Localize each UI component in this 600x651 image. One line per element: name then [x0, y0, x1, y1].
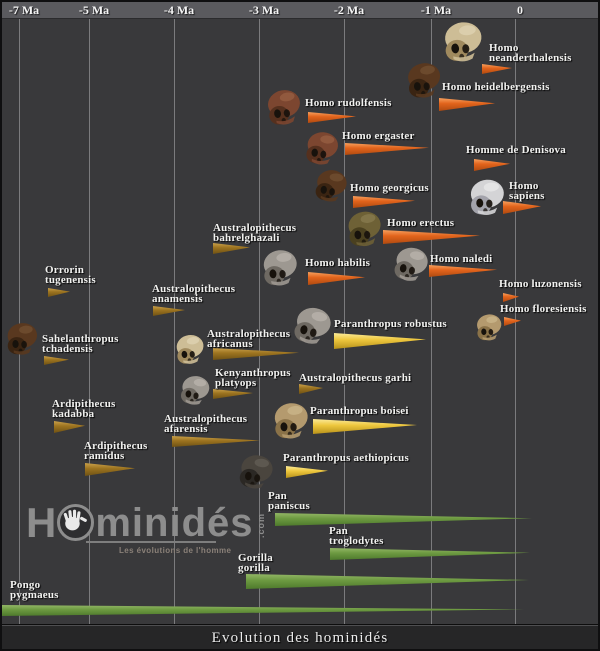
axis-header: -7 Ma -5 Ma -4 Ma -3 Ma -2 Ma -1 Ma 0: [2, 2, 598, 19]
logo-text-h: H: [26, 498, 57, 546]
species-label-paranthropus-boisei: Paranthropus boisei: [310, 405, 409, 417]
species-label-sahelanthropus-tchadensis: Sahelanthropus tchadensis: [42, 333, 119, 355]
range-triangle-pan-troglodytes: [330, 548, 530, 560]
skull-image-homo-floresiensis: [475, 313, 503, 342]
range-triangle-australopithecus-anamensis: [153, 306, 185, 316]
species-label-gorilla-gorilla: Gorilla gorilla: [238, 552, 274, 574]
axis-gridline: [431, 19, 432, 624]
range-triangle-homo-luzonensis: [503, 293, 519, 302]
species-label-pan-troglodytes: Pan troglodytes: [329, 525, 384, 547]
range-triangle-homo-ergaster: [345, 143, 429, 155]
range-triangle-ardipithecus-ramidus: [85, 463, 135, 476]
range-triangle-homme-de-denisova: [474, 159, 510, 171]
skull-image-homo-georgicus: [314, 164, 348, 208]
species-label-pan-paniscus: Pan paniscus: [268, 490, 310, 512]
species-label-australopithecus-garhi: Australopithecus garhi: [299, 372, 412, 384]
range-triangle-paranthropus-aethiopicus: [286, 466, 328, 478]
axis-gridline: [174, 19, 175, 624]
species-label-homo-habilis: Homo habilis: [305, 257, 371, 269]
skull-image-paranthropus-aethiopicus: [235, 454, 277, 490]
species-label-orrorin-tugenensis: Orrorin tugenensis: [45, 264, 96, 286]
axis-gridline: [19, 19, 20, 624]
range-triangle-homo-sapiens: [503, 201, 541, 214]
species-label-homo-heidelbergensis: Homo heidelbergensis: [442, 81, 550, 93]
range-triangle-paranthropus-boisei: [313, 419, 417, 434]
skull-image-paranthropus-robustus: [293, 303, 332, 349]
skull-image-homo-neanderthalensis: [442, 19, 484, 65]
range-triangle-kenyanthropus-platyops: [213, 389, 253, 399]
hand-icon: [57, 504, 95, 541]
logo-text-minides: minidés: [95, 500, 254, 545]
skull-image-homo-habilis: [259, 249, 301, 287]
range-triangle-homo-naledi: [429, 265, 497, 277]
footer-divider: [2, 624, 598, 625]
species-label-ardipithecus-ramidus: Ardipithecus ramidus: [84, 440, 148, 462]
range-triangle-ardipithecus-kadabba: [54, 421, 85, 433]
axis-gridline: [259, 19, 260, 624]
species-label-homo-neanderthalensis: Homo neanderthalensis: [489, 42, 572, 64]
range-triangle-homo-floresiensis: [504, 317, 521, 326]
species-label-homme-de-denisova: Homme de Denisova: [466, 144, 566, 156]
logo-underline: [86, 541, 216, 543]
hominides-watermark: H minidés .com Les évolutions de l'homme: [26, 498, 266, 555]
skull-image-paranthropus-boisei: [270, 402, 312, 440]
range-triangle-paranthropus-robustus: [334, 333, 426, 349]
species-label-homo-sapiens: Homo sapiens: [509, 180, 545, 202]
skull-image-homo-ergaster: [303, 131, 341, 166]
species-label-homo-ergaster: Homo ergaster: [342, 130, 415, 142]
species-label-australopithecus-africanus: Australopithecus africanus: [207, 328, 291, 350]
species-label-pongo-pygmaeus: Pongo pygmaeus: [10, 579, 59, 601]
logo-tagline: Les évolutions de l'homme: [119, 546, 232, 555]
range-triangle-homo-habilis: [308, 272, 365, 285]
range-triangle-gorilla-gorilla: [246, 574, 529, 589]
axis-tick-label: -4 Ma: [163, 3, 195, 17]
species-label-australopithecus-bahrelghazali: Australopithecus bahrelghazali: [213, 222, 297, 244]
range-triangle-orrorin-tugenensis: [48, 288, 70, 297]
range-triangle-homo-georgicus: [353, 196, 415, 208]
skull-image-homo-sapiens: [468, 173, 506, 222]
range-triangle-homo-rudolfensis: [308, 112, 356, 123]
range-triangle-australopithecus-afarensis: [172, 436, 260, 447]
species-label-australopithecus-anamensis: Australopithecus anamensis: [152, 283, 236, 305]
axis-tick-label: -2 Ma: [333, 3, 365, 17]
species-label-paranthropus-robustus: Paranthropus robustus: [334, 318, 447, 330]
axis-tick-label: -3 Ma: [248, 3, 280, 17]
range-triangle-pongo-pygmaeus: [2, 605, 524, 616]
skull-image-homo-erectus: [346, 210, 383, 248]
species-label-homo-rudolfensis: Homo rudolfensis: [305, 97, 392, 109]
skull-image-homo-rudolfensis: [264, 89, 304, 126]
range-triangle-homo-neanderthalensis: [482, 64, 512, 74]
range-triangle-australopithecus-garhi: [299, 384, 323, 394]
species-label-ardipithecus-kadabba: Ardipithecus kadabba: [52, 398, 116, 420]
axis-tick-label: -1 Ma: [420, 3, 452, 17]
skull-image-kenyanthropus-platyops: [174, 375, 216, 406]
skull-image-homo-naledi: [393, 242, 429, 287]
skull-image-homo-heidelbergensis: [404, 62, 444, 99]
species-label-homo-georgicus: Homo georgicus: [350, 182, 429, 194]
range-triangle-homo-heidelbergensis: [439, 98, 495, 111]
species-label-homo-erectus: Homo erectus: [387, 217, 455, 229]
axis-tick-label: 0: [517, 3, 523, 17]
species-label-paranthropus-aethiopicus: Paranthropus aethiopicus: [283, 452, 409, 464]
range-triangle-pan-paniscus: [275, 513, 532, 526]
axis-gridline: [89, 19, 90, 624]
species-label-kenyanthropus-platyops: Kenyanthropus platyops: [215, 367, 291, 389]
species-label-homo-floresiensis: Homo floresiensis: [500, 303, 587, 315]
range-triangle-australopithecus-bahrelghazali: [213, 243, 250, 254]
skull-image-sahelanthropus-tchadensis: [4, 322, 40, 356]
axis-tick-label: -7 Ma: [8, 3, 40, 17]
axis-gridline: [344, 19, 345, 624]
species-label-homo-naledi: Homo naledi: [430, 253, 493, 265]
chart-title: Evolution des hominidés: [211, 630, 389, 646]
logo-text-com: .com: [255, 512, 266, 538]
species-label-australopithecus-afarensis: Australopithecus afarensis: [164, 413, 248, 435]
axis-tick-label: -5 Ma: [78, 3, 110, 17]
footer-bar: Evolution des hominidés: [2, 625, 598, 649]
range-triangle-sahelanthropus-tchadensis: [44, 356, 69, 365]
species-label-homo-luzonensis: Homo luzonensis: [499, 278, 582, 290]
skull-image-australopithecus-africanus: [173, 334, 207, 365]
